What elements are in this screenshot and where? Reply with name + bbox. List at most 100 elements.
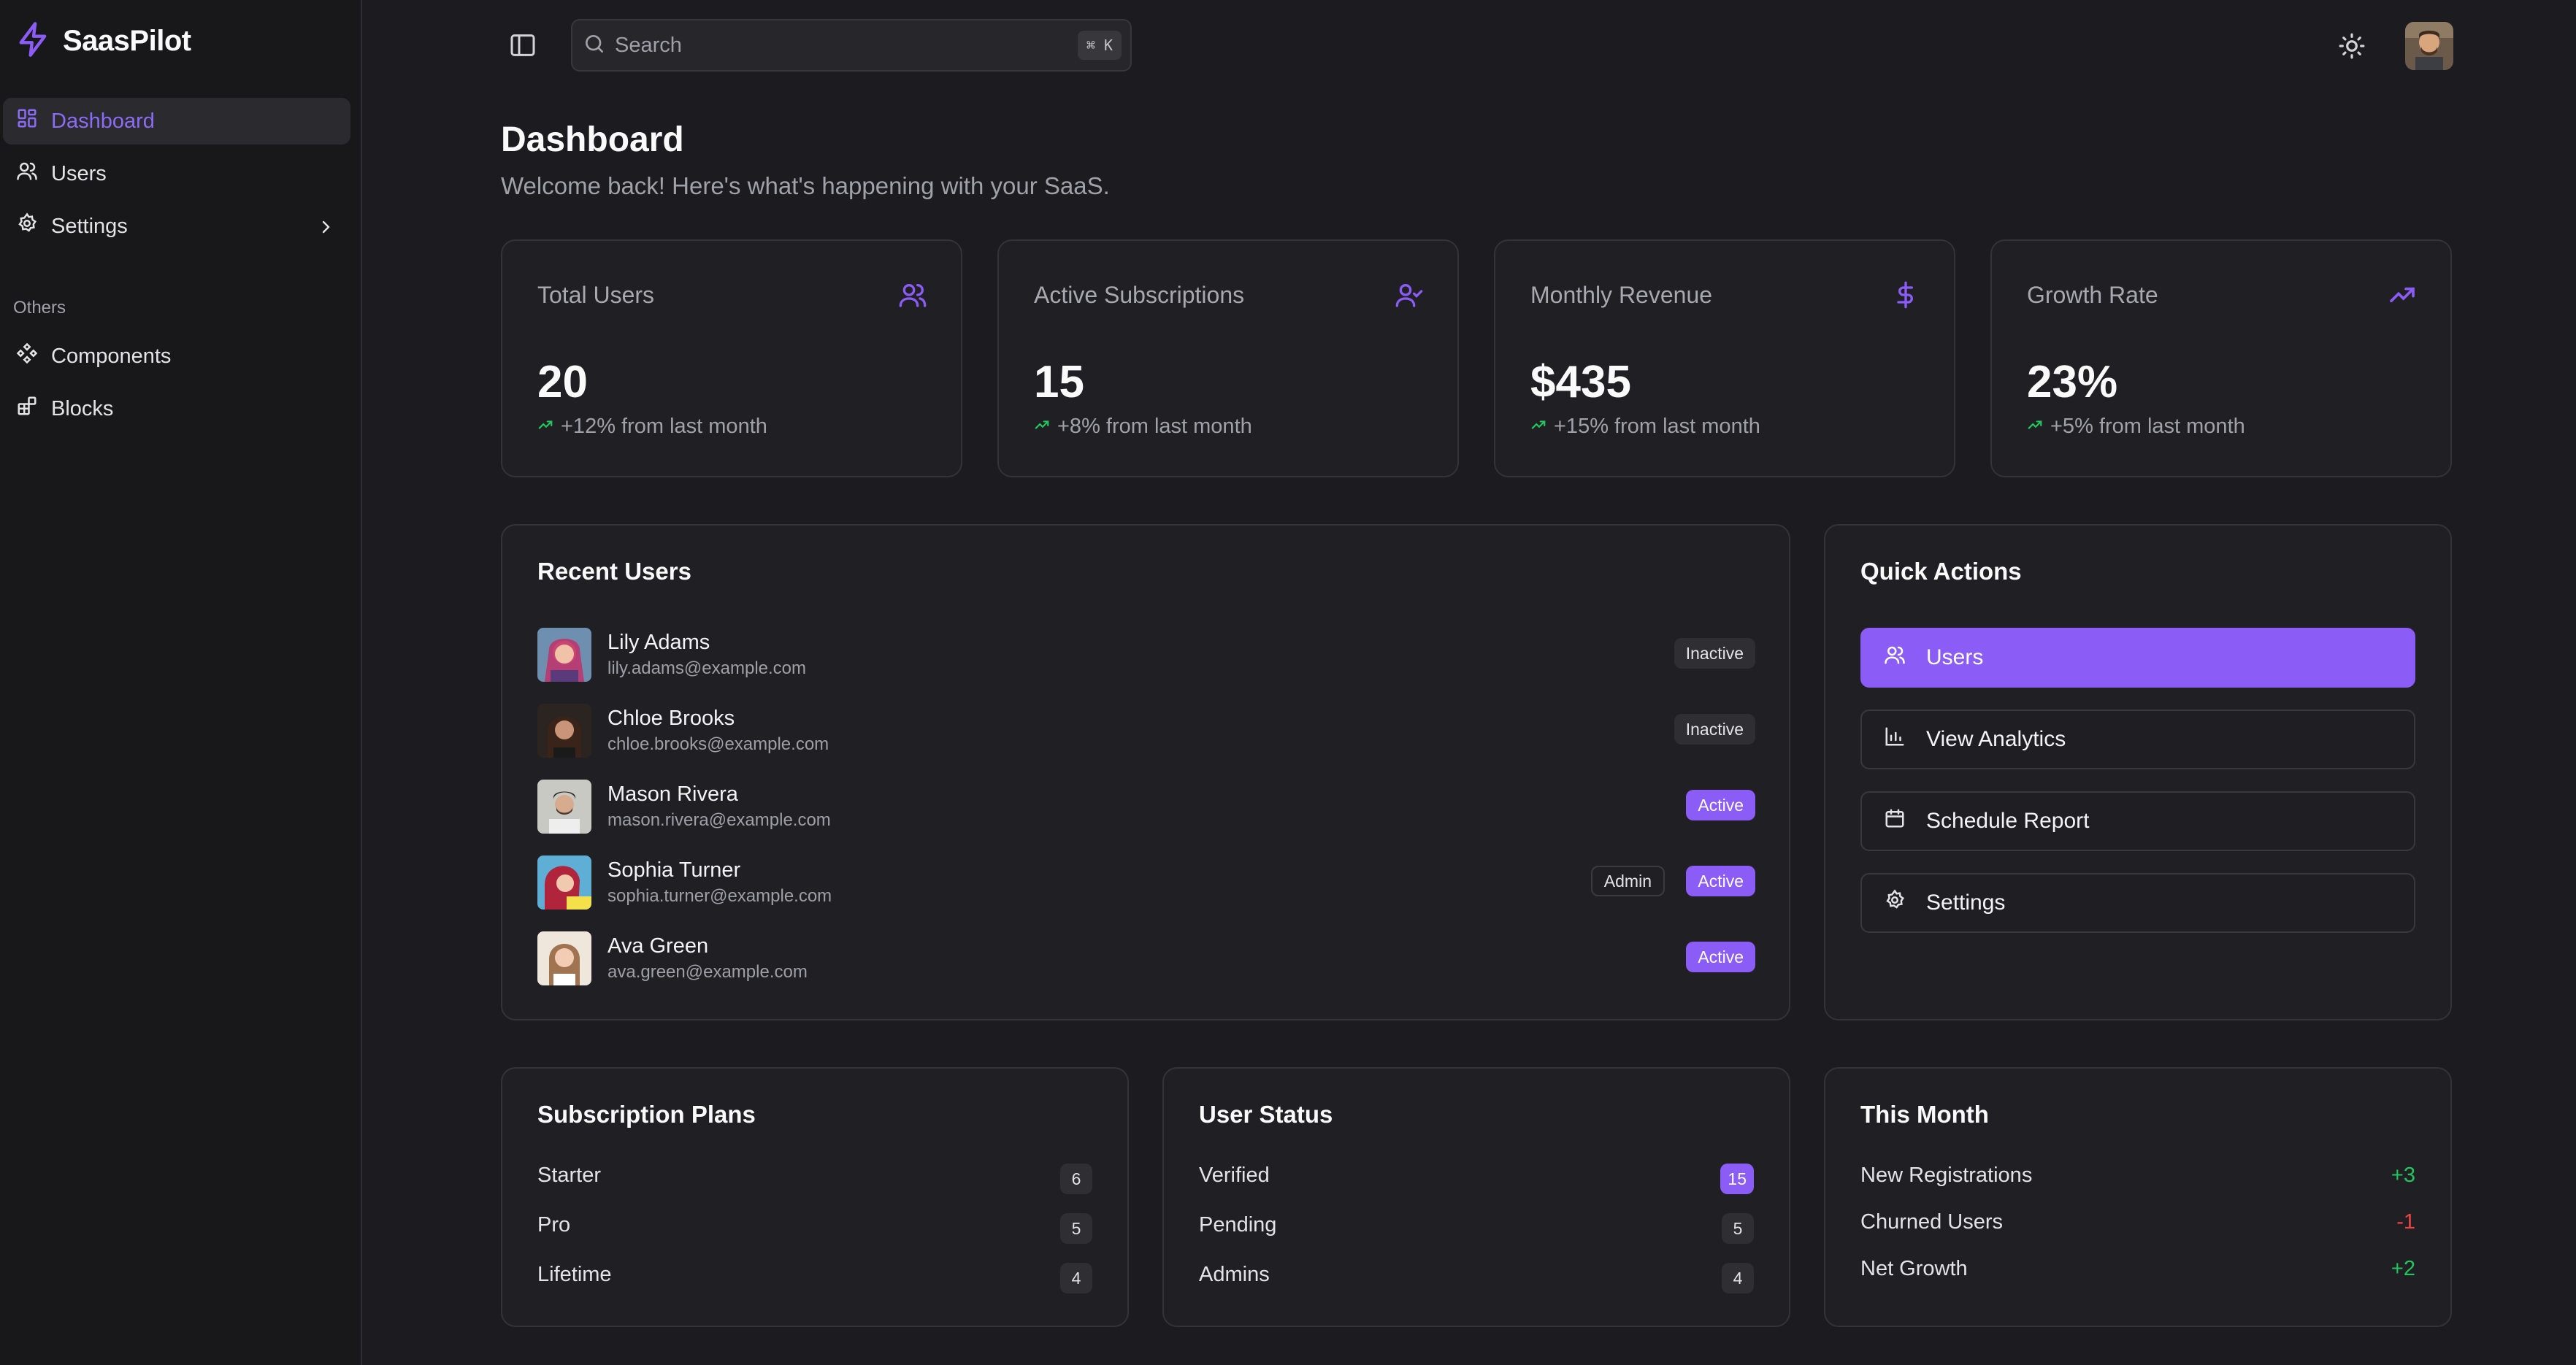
sidebar-item-label: Dashboard — [51, 109, 155, 133]
subscription-plans-card: Subscription Plans Starter 6 Pro 5 Lifet… — [501, 1067, 1129, 1327]
row-value: -1 — [2396, 1210, 2415, 1234]
users-icon — [898, 280, 927, 313]
view-analytics-button[interactable]: View Analytics — [1860, 710, 2415, 769]
stat-delta: +8% from last month — [1034, 415, 1252, 439]
status-badge: Active — [1686, 942, 1755, 972]
stat-card-monthly-revenue: Monthly Revenue $435 +15% from last mont… — [1494, 239, 1955, 477]
brand[interactable]: SaasPilot — [15, 20, 191, 62]
this-month-card: This Month New Registrations +3 Churned … — [1824, 1067, 2452, 1327]
list-item[interactable]: Lily Adams lily.adams@example.com Inacti… — [537, 628, 1755, 686]
sidebar: SaasPilot Dashboard Users Settings Other… — [0, 0, 362, 1365]
count-badge: 6 — [1060, 1164, 1092, 1194]
stat-delta-text: +15% from last month — [1554, 415, 1760, 438]
stat-delta: +5% from last month — [2027, 415, 2245, 439]
status-badge: Inactive — [1674, 638, 1755, 669]
theme-toggle-button[interactable] — [2338, 32, 2366, 64]
page-title: Dashboard — [501, 120, 684, 159]
user-name: Ava Green — [607, 934, 709, 958]
chevron-right-icon — [317, 218, 334, 242]
quick-action-users-button[interactable]: Users — [1860, 628, 2415, 688]
row-label: Churned Users — [1860, 1210, 2004, 1234]
calendar-icon — [1884, 807, 1906, 835]
status-badge: Inactive — [1674, 714, 1755, 745]
stat-delta-text: +5% from last month — [2050, 415, 2245, 438]
search-input[interactable]: Search ⌘ K — [571, 19, 1132, 72]
schedule-report-button[interactable]: Schedule Report — [1860, 791, 2415, 851]
list-item: Churned Users -1 — [1860, 1204, 2415, 1241]
trending-up-icon — [2388, 280, 2417, 313]
trending-up-icon — [537, 415, 553, 439]
button-label: Users — [1926, 645, 1984, 669]
sidebar-item-settings[interactable]: Settings — [3, 203, 350, 250]
stat-value: 15 — [1034, 357, 1084, 407]
grid-icon — [16, 107, 38, 135]
avatar — [537, 628, 591, 682]
card-title: Quick Actions — [1860, 558, 2022, 585]
lightning-icon — [15, 20, 53, 62]
count-badge: 5 — [1060, 1213, 1092, 1244]
card-title: Subscription Plans — [537, 1101, 756, 1128]
avatar — [2405, 22, 2453, 70]
row-label: Starter — [537, 1164, 602, 1187]
panel-left-icon — [508, 34, 537, 63]
sidebar-item-label: Components — [51, 344, 172, 368]
stat-value: 20 — [537, 357, 588, 407]
user-avatar-button[interactable] — [2405, 22, 2453, 70]
avatar — [537, 704, 591, 758]
sidebar-item-blocks[interactable]: Blocks — [3, 385, 350, 432]
card-title: This Month — [1860, 1101, 1989, 1128]
user-email: chloe.brooks@example.com — [607, 734, 829, 754]
row-value: +3 — [2391, 1164, 2415, 1187]
row-label: Net Growth — [1860, 1257, 1968, 1280]
list-item[interactable]: Mason Rivera mason.rivera@example.com Ac… — [537, 780, 1755, 838]
row-label: Admins — [1199, 1263, 1270, 1286]
stat-value: 23% — [2027, 357, 2118, 407]
stat-delta-text: +8% from last month — [1057, 415, 1252, 438]
sidebar-item-users[interactable]: Users — [3, 150, 350, 197]
brand-name: SaasPilot — [63, 25, 191, 57]
sidebar-item-components[interactable]: Components — [3, 333, 350, 380]
count-badge: 4 — [1722, 1263, 1754, 1293]
gear-icon — [1884, 889, 1906, 917]
users-icon — [1884, 644, 1906, 672]
list-item: Pro 5 — [537, 1207, 1092, 1244]
avatar — [537, 931, 591, 985]
sidebar-item-label: Users — [51, 161, 107, 185]
card-title: Recent Users — [537, 558, 691, 585]
stat-title: Total Users — [537, 282, 655, 308]
components-icon — [16, 342, 38, 370]
list-item[interactable]: Ava Green ava.green@example.com Active — [537, 931, 1755, 990]
list-item: Starter 6 — [537, 1158, 1092, 1194]
row-value: +2 — [2391, 1257, 2415, 1280]
search-shortcut: ⌘ K — [1077, 31, 1122, 60]
row-label: New Registrations — [1860, 1164, 2033, 1187]
sidebar-item-label: Blocks — [51, 396, 114, 420]
user-email: ava.green@example.com — [607, 962, 808, 982]
sun-icon — [2338, 33, 2366, 63]
count-badge: 5 — [1722, 1213, 1754, 1244]
list-item: Verified 15 — [1199, 1158, 1754, 1194]
gear-icon — [16, 212, 38, 240]
list-item: Net Growth +2 — [1860, 1251, 2415, 1288]
sidebar-toggle-button[interactable] — [508, 31, 537, 64]
avatar — [537, 780, 591, 834]
sidebar-item-label: Settings — [51, 214, 128, 238]
card-title: User Status — [1199, 1101, 1333, 1128]
user-email: sophia.turner@example.com — [607, 886, 832, 906]
user-name: Mason Rivera — [607, 783, 738, 806]
list-item: New Registrations +3 — [1860, 1158, 2415, 1194]
list-item[interactable]: Sophia Turner sophia.turner@example.com … — [537, 855, 1755, 914]
users-icon — [16, 160, 38, 188]
stat-title: Growth Rate — [2027, 282, 2158, 308]
dollar-icon — [1891, 280, 1920, 313]
blocks-icon — [16, 395, 38, 423]
button-label: View Analytics — [1926, 727, 2066, 751]
user-email: mason.rivera@example.com — [607, 810, 831, 830]
list-item[interactable]: Chloe Brooks chloe.brooks@example.com In… — [537, 704, 1755, 762]
row-label: Lifetime — [537, 1263, 612, 1286]
sidebar-item-dashboard[interactable]: Dashboard — [3, 98, 350, 145]
trending-up-icon — [1034, 415, 1050, 439]
quick-action-settings-button[interactable]: Settings — [1860, 873, 2415, 933]
user-name: Lily Adams — [607, 631, 710, 654]
quick-actions-card: Quick Actions Users View Analytics Sched… — [1824, 524, 2452, 1020]
